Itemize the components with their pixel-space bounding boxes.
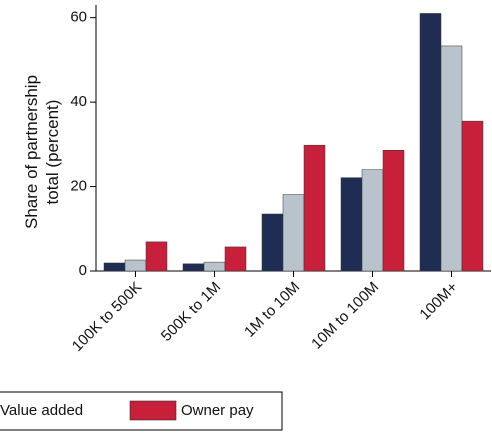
bar [461,120,484,272]
bar [261,213,284,272]
legend-swatch [129,400,177,421]
bar [203,261,226,272]
y-axis-title-line: total (percent) [43,100,62,205]
x-tick-label: 10M to 100M [308,279,382,353]
y-axis-title-line: Share of partnership [22,75,41,229]
bar [340,177,363,272]
bar [145,241,168,272]
x-tick-label: 1M to 10M [241,279,303,341]
bar [124,259,147,272]
y-tick-label: 60 [70,9,87,26]
bar [419,13,442,272]
bar [382,149,405,272]
x-tick-label: 500K to 1M [158,279,224,345]
bar [440,45,463,272]
y-tick-label: 40 [70,93,87,110]
legend-label: Value added [0,402,83,419]
legend-label: Owner pay [181,402,254,419]
bar [182,263,205,272]
x-tick-label: 100K to 500K [69,279,145,355]
y-tick-label: 0 [79,262,87,279]
y-tick-label: 20 [70,178,87,195]
bar [282,194,305,272]
bar [361,169,384,272]
bar [103,262,126,272]
legend-box [0,391,283,431]
bar [303,144,326,272]
y-axis-title: Share of partnership total (percent) [22,75,62,229]
bar [224,246,247,272]
x-tick-label: 100M+ [416,278,461,323]
